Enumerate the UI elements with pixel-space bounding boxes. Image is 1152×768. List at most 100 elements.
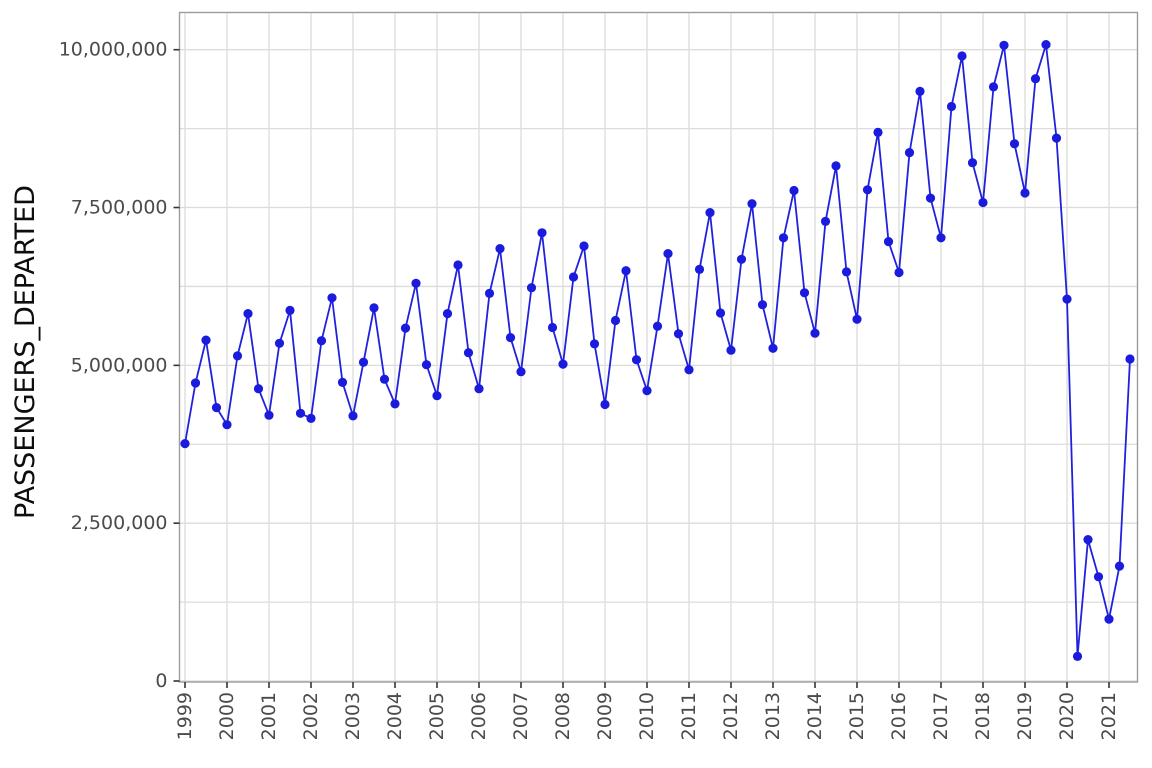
data-point	[253, 384, 264, 394]
y-tick-label: 0	[155, 670, 167, 692]
data-point	[820, 216, 831, 226]
data-point	[694, 264, 705, 274]
data-point	[421, 360, 432, 370]
data-point	[789, 185, 799, 196]
data-point	[285, 305, 295, 315]
data-point	[295, 408, 306, 418]
data-point	[1062, 294, 1072, 304]
axis-tick-labels: 0 2,500,000 5,000,000 7,500,000 10,000,000 19…	[59, 39, 1120, 741]
data-point	[1083, 535, 1093, 545]
y-tick-label: 7,500,000	[71, 197, 168, 219]
data-point	[568, 272, 579, 282]
data-point	[400, 323, 411, 333]
data-point	[642, 386, 652, 396]
x-tick-label: 2009	[594, 692, 616, 740]
x-tick-label: 2006	[468, 692, 490, 740]
x-tick-label: 2014	[804, 692, 826, 740]
data-point	[442, 309, 453, 319]
data-point	[306, 413, 316, 423]
data-point	[358, 357, 369, 367]
data-point	[621, 266, 631, 276]
data-point	[516, 367, 526, 377]
x-tick-label: 2017	[930, 692, 952, 740]
data-point	[610, 315, 621, 326]
data-series	[180, 40, 1135, 662]
data-point	[390, 399, 400, 409]
x-tick-label: 2015	[846, 692, 868, 740]
x-tick-label: 2008	[552, 692, 574, 740]
data-point	[936, 233, 946, 243]
y-axis-title: PASSENGERS_DEPARTED	[10, 185, 41, 519]
data-point	[967, 158, 978, 168]
data-point	[1020, 188, 1030, 198]
data-point	[768, 343, 778, 353]
data-point	[736, 254, 747, 264]
y-tick-label: 5,000,000	[71, 354, 168, 376]
data-point	[915, 86, 925, 96]
data-point	[673, 329, 684, 339]
x-tick-label: 2005	[426, 692, 448, 740]
data-point	[904, 148, 915, 158]
data-point	[337, 377, 348, 387]
data-point	[1114, 561, 1125, 571]
data-point	[925, 193, 936, 203]
data-point	[1041, 40, 1051, 50]
grid	[179, 12, 1138, 682]
data-point	[894, 267, 904, 278]
data-point	[778, 233, 789, 243]
x-tick-label: 2007	[510, 692, 532, 740]
data-point	[274, 338, 285, 348]
data-point	[999, 40, 1009, 50]
data-point	[379, 374, 390, 384]
data-point	[663, 249, 673, 259]
x-tick-label: 2021	[1098, 692, 1120, 740]
data-point	[631, 355, 642, 365]
x-tick-label: 2001	[258, 692, 280, 740]
x-tick-label: 2012	[720, 692, 742, 740]
x-tick-label: 2010	[636, 692, 658, 740]
data-point	[862, 185, 873, 195]
y-tick-label: 2,500,000	[71, 512, 168, 534]
data-point	[316, 336, 327, 346]
data-point	[852, 314, 862, 324]
data-point	[243, 309, 253, 319]
axis-ticks	[173, 48, 1110, 688]
data-point	[747, 199, 757, 209]
data-point	[946, 101, 957, 112]
data-point	[831, 161, 841, 171]
data-point	[1104, 614, 1114, 624]
x-tick-label: 2004	[384, 692, 406, 740]
data-point	[726, 345, 736, 355]
data-point	[222, 420, 232, 430]
x-tick-label: 2019	[1014, 692, 1036, 740]
data-point	[495, 244, 505, 254]
data-point	[988, 82, 999, 92]
plot-panel-border	[178, 11, 1139, 683]
data-point	[579, 241, 589, 251]
data-point	[558, 359, 568, 369]
data-point	[799, 288, 810, 298]
x-tick-label: 2002	[300, 692, 322, 740]
x-tick-label: 2020	[1056, 692, 1078, 740]
x-tick-label: 2003	[342, 692, 364, 740]
data-point	[537, 228, 547, 238]
data-point	[411, 278, 421, 288]
data-point	[211, 403, 222, 413]
data-point	[1009, 139, 1020, 149]
x-tick-label: 2000	[216, 692, 238, 740]
data-point	[505, 333, 516, 343]
data-point	[600, 399, 610, 410]
data-point	[264, 410, 274, 420]
data-point	[810, 328, 820, 338]
data-point	[1030, 74, 1041, 84]
data-point	[1072, 651, 1083, 662]
data-point	[526, 283, 537, 293]
x-tick-label: 2011	[678, 692, 700, 740]
data-point	[369, 303, 379, 313]
data-point	[883, 237, 894, 247]
data-point	[474, 384, 484, 394]
data-point	[453, 260, 463, 270]
data-point	[978, 197, 988, 208]
